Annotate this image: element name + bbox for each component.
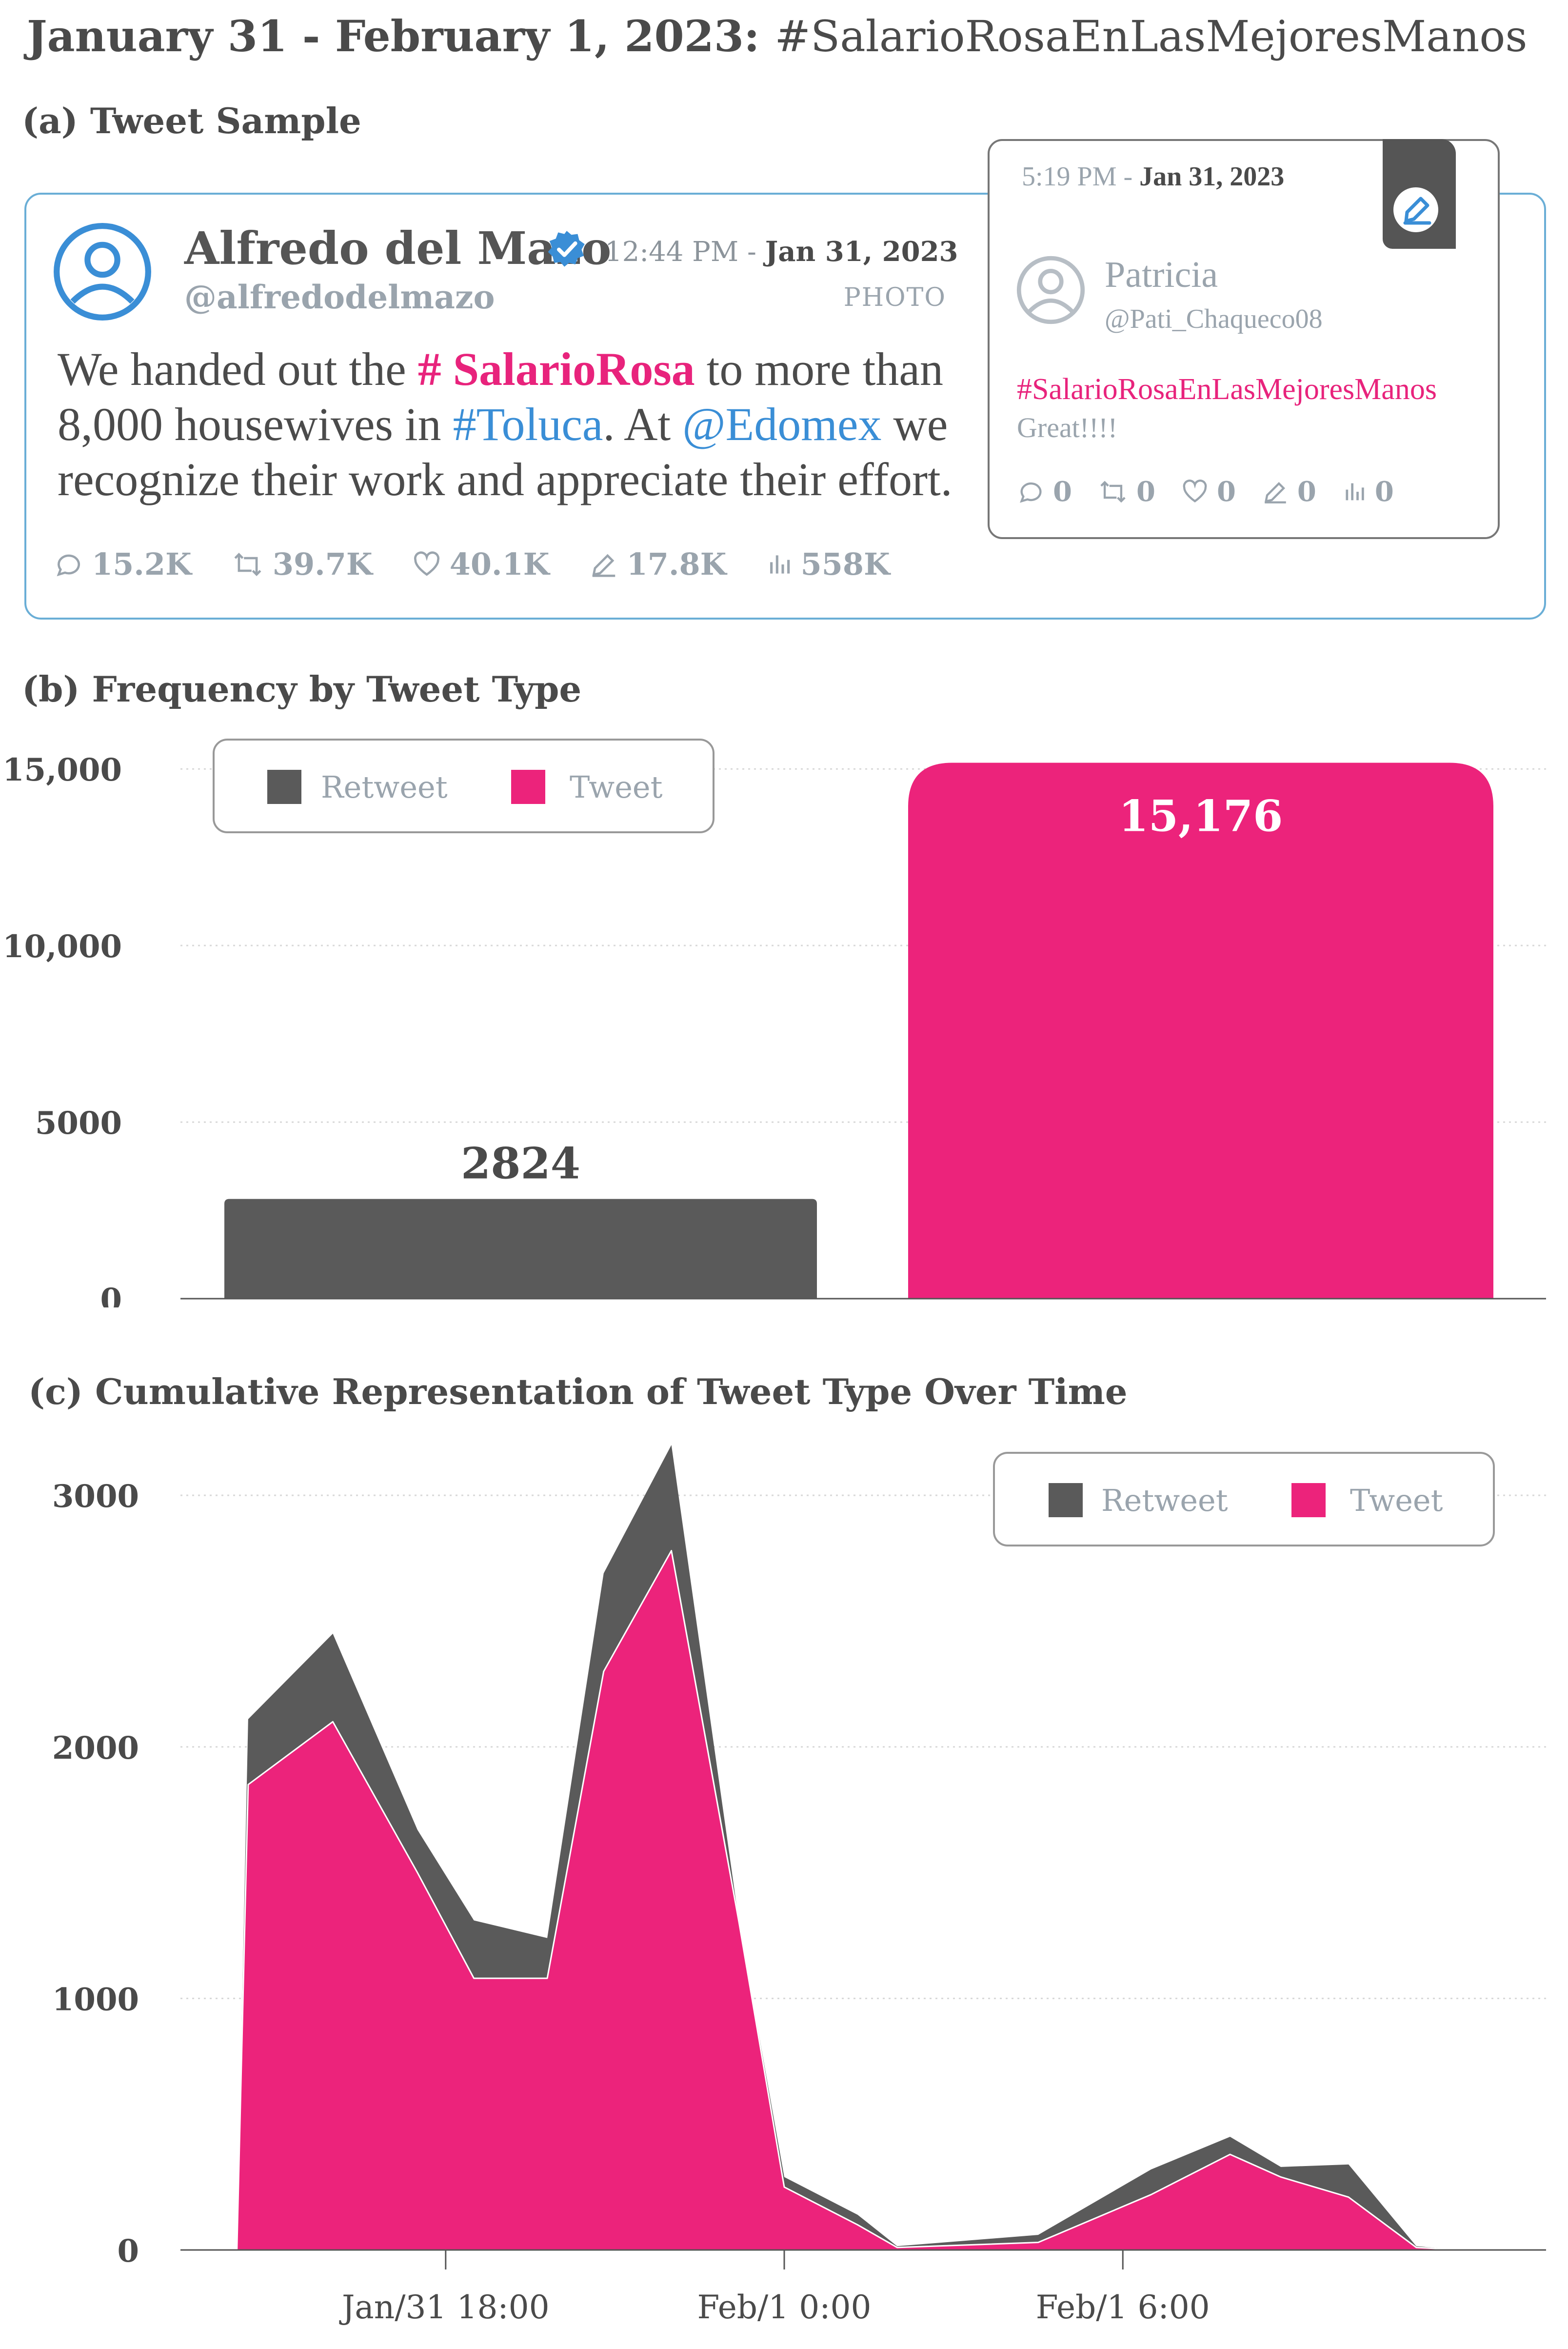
edit-icon [592, 554, 615, 577]
legend-swatch-tweet [1291, 1483, 1326, 1517]
reply-icon [57, 554, 80, 576]
reply-user-handle[interactable]: @Pati_Chaqueco08 [1105, 304, 1323, 334]
bar-value-label-retweet: 2824 [461, 1138, 580, 1189]
reply-like-stat[interactable]: 0 [1181, 476, 1236, 508]
reply-retweet-stat[interactable]: 0 [1097, 476, 1155, 508]
user-avatar-icon[interactable] [53, 222, 152, 321]
area-legend[interactable]: Retweet Tweet [993, 1452, 1495, 1546]
bar-y-tick-label: 5000 [35, 1105, 122, 1142]
section-c-title: (c) Cumulative Representation of Tweet T… [28, 1371, 1128, 1412]
area-x-tick-labels: Jan/31 18:00 Feb/1 0:00 Feb/1 6:00 [339, 2250, 1210, 2326]
tweet-stats: 15.2K 39.7K 40.1K 17.8K 558K [54, 546, 929, 582]
bar-y-tick-label: 10,000 [2, 928, 122, 965]
reply-stats: 0 0 0 0 0 [1017, 476, 1419, 508]
edit-badge[interactable] [1383, 139, 1456, 249]
verified-badge-icon [548, 231, 585, 267]
bar-y-tick-label: 15,000 [2, 752, 122, 788]
bar-marks: 2824 15,176 [224, 763, 1493, 1299]
heart-icon [1183, 480, 1207, 502]
views-icon [770, 555, 790, 574]
tweet-user-handle[interactable]: @alfredodelmazo [184, 278, 495, 316]
like-stat[interactable]: 40.1K [412, 546, 550, 582]
area-legend-box [993, 1452, 1495, 1546]
retweet-stat[interactable]: 39.7K [231, 546, 373, 582]
area-x-tick-label: Jan/31 18:00 [339, 2289, 550, 2326]
mention-edomex-link[interactable]: @Edomex [682, 398, 882, 450]
section-b-title: (b) Frequency by Tweet Type [22, 668, 582, 710]
edit-pencil-icon [1393, 187, 1438, 232]
hashtag-salariorosa-link[interactable]: # SalarioRosa [417, 343, 695, 395]
bar-chart: 0 5000 10,000 15,000 2824 15,176 Retweet Twe… [2, 739, 1546, 1307]
legend-label-retweet: Retweet [1101, 1483, 1228, 1518]
hashtag-toluca-link[interactable]: #Toluca [453, 398, 603, 450]
tweet-timestamp: 12:44 PM - Jan 31, 2023 [605, 236, 958, 268]
legend-swatch-tweet [511, 770, 545, 804]
edit-icon [1264, 482, 1286, 503]
legend-label-retweet: Retweet [321, 769, 448, 805]
bar-retweet [224, 1199, 817, 1299]
area-x-tick-label: Feb/1 0:00 [697, 2289, 872, 2326]
area-y-tick-label: 2000 [52, 1730, 139, 1767]
area-y-tick-label: 3000 [52, 1478, 139, 1515]
bar-legend-box [213, 739, 715, 833]
reply-reply-stat[interactable]: 0 [1017, 476, 1072, 508]
reply-stat[interactable]: 15.2K [54, 546, 192, 582]
bar-y-tick-label: 0 [100, 1282, 122, 1307]
reply-views-stat[interactable]: 0 [1342, 476, 1394, 508]
views-stat[interactable]: 558K [766, 546, 890, 582]
bar-value-label-tweet: 15,176 [1119, 790, 1283, 841]
bar-tweet [908, 763, 1493, 1299]
area-y-tick-label: 1000 [52, 1981, 139, 2018]
title-hashtag: #SalarioRosaEnLasMejoresManos [774, 11, 1528, 61]
reply-timestamp: 5:19 PM - Jan 31, 2023 [1022, 161, 1285, 192]
edit-stat[interactable]: 17.8K [589, 546, 727, 582]
reply-text: Great!!!! [1017, 412, 1118, 443]
section-a-title: (a) Tweet Sample [22, 100, 361, 141]
retweet-icon [1100, 481, 1126, 503]
area-x-tick-label: Feb/1 6:00 [1036, 2289, 1210, 2326]
reply-edit-stat[interactable]: 0 [1261, 476, 1316, 508]
tweet-media-type: PHOTO [843, 283, 946, 312]
legend-label-tweet: Tweet [1350, 1483, 1443, 1518]
reply-icon [1020, 482, 1042, 503]
area-marks [236, 1445, 1462, 2251]
tweet-user-name[interactable]: Alfredo del Mazo [184, 222, 612, 275]
area-y-tick-label: 0 [117, 2233, 139, 2269]
area-y-tick-labels: 0 1000 2000 3000 [52, 1478, 139, 2269]
area-chart: 0 1000 2000 3000 Jan/31 18:00 Feb/1 0:00 Feb/… [52, 1445, 1546, 2326]
area-tweet [236, 1550, 1462, 2251]
page-title: January 31 - February 1, 2023: #SalarioR… [27, 11, 1528, 61]
tweet-text: We handed out the # SalarioRosa to more … [58, 343, 953, 505]
legend-swatch-retweet [267, 770, 301, 804]
bar-y-tick-labels: 0 5000 10,000 15,000 [2, 752, 122, 1307]
legend-swatch-retweet [1049, 1483, 1083, 1517]
retweet-icon [234, 552, 261, 576]
reply-avatar-icon[interactable] [1015, 255, 1086, 325]
title-date: January 31 - February 1, 2023: [27, 11, 760, 61]
reply-hashtag-link[interactable]: #SalarioRosaEnLasMejoresManos [1017, 373, 1437, 406]
legend-label-tweet: Tweet [570, 769, 663, 805]
reply-user-name[interactable]: Patricia [1105, 254, 1218, 295]
heart-icon [414, 551, 439, 576]
bar-legend[interactable]: Retweet Tweet [213, 739, 715, 833]
views-icon [1346, 483, 1364, 501]
